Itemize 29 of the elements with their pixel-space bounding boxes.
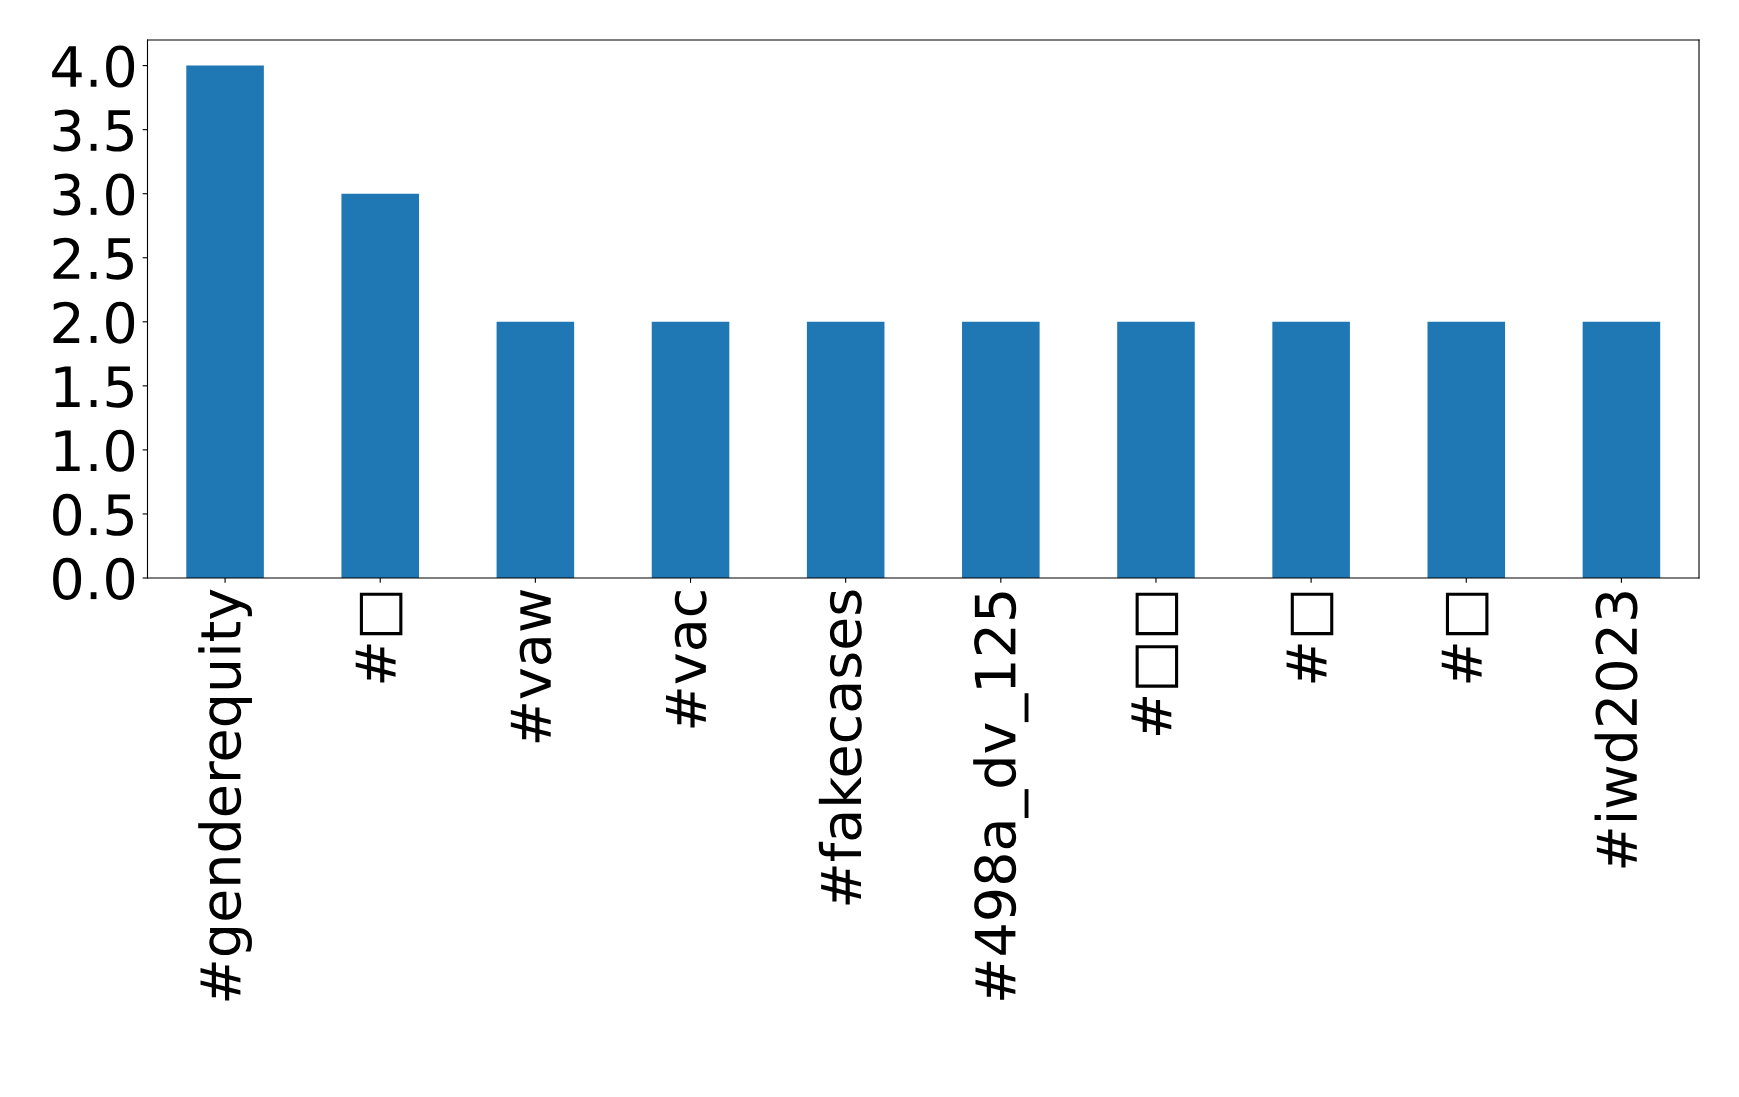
x-tick-label: #498a_dv_125 bbox=[973, 592, 1029, 1000]
y-tick-label: 0.5 bbox=[53, 493, 133, 536]
y-tick-label: 1.0 bbox=[55, 429, 135, 472]
x-tick-label: #□□ bbox=[1131, 592, 1179, 735]
bar bbox=[1427, 321, 1506, 578]
x-tick-label: #iwd2023 bbox=[1594, 592, 1638, 868]
x-tick-label: #fakecases bbox=[818, 590, 862, 905]
x-tick-label: #□ bbox=[1286, 592, 1334, 683]
bar bbox=[496, 321, 575, 578]
bar bbox=[962, 321, 1040, 578]
y-tick-label: 0.0 bbox=[53, 557, 135, 600]
y-tick-label: 4.0 bbox=[52, 45, 135, 88]
x-tick-label: #□ bbox=[355, 592, 403, 683]
bar bbox=[341, 193, 420, 578]
bar bbox=[1117, 321, 1195, 578]
x-tick-label: #genderequity bbox=[198, 589, 252, 1001]
bar bbox=[651, 321, 730, 578]
y-tick-label: 2.0 bbox=[53, 301, 135, 344]
bar bbox=[1272, 321, 1350, 578]
y-tick-label: 1.5 bbox=[55, 366, 133, 408]
y-tick-label: 3.0 bbox=[53, 173, 135, 216]
bar bbox=[806, 321, 885, 578]
y-tick-label: 2.5 bbox=[53, 237, 133, 280]
bar bbox=[186, 65, 264, 578]
bar bbox=[1582, 321, 1661, 578]
x-tick-label: #vaw bbox=[510, 590, 552, 743]
x-tick-label: #vac bbox=[665, 591, 707, 728]
y-tick-label: 3.5 bbox=[53, 109, 133, 152]
x-tick-label: #□ bbox=[1441, 592, 1489, 683]
